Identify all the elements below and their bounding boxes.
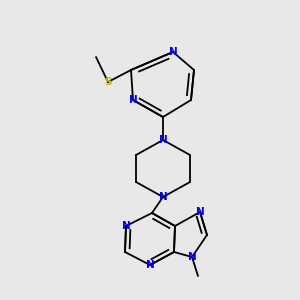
Text: N: N (146, 260, 154, 270)
Text: N: N (159, 192, 167, 202)
Text: N: N (129, 95, 137, 105)
Text: N: N (159, 135, 167, 145)
Text: N: N (188, 252, 196, 262)
Text: S: S (104, 77, 112, 87)
Text: N: N (196, 207, 204, 217)
Text: N: N (122, 221, 130, 231)
Text: N: N (169, 47, 177, 57)
